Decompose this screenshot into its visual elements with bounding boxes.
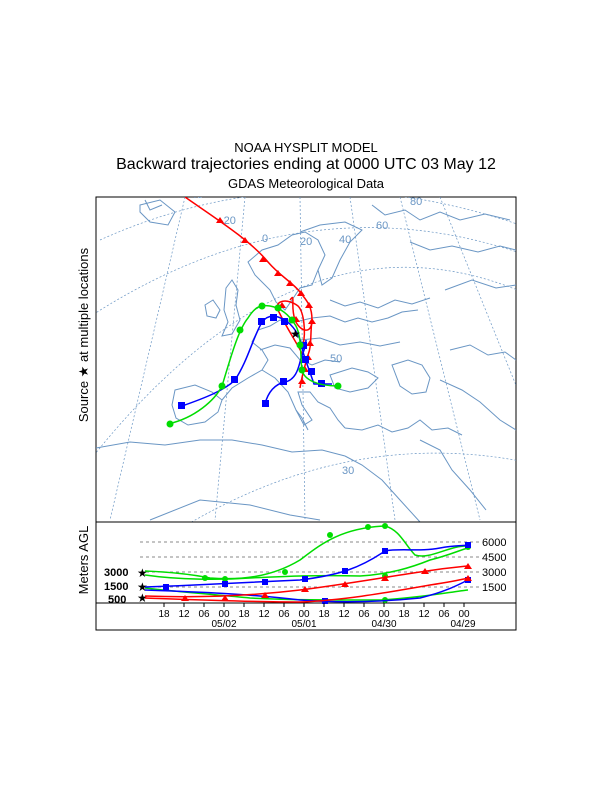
hour-tick-label: 06	[438, 609, 450, 620]
green-circle-marker	[166, 420, 174, 428]
green-circle-marker	[334, 382, 342, 390]
red-triangle-marker	[274, 270, 282, 276]
start-star-500: ★	[137, 591, 148, 605]
date-label-0430: 04/30	[371, 619, 396, 630]
lon-label-60: 60	[376, 220, 388, 232]
blue-square-marker	[231, 376, 238, 383]
blue-square-marker	[281, 318, 288, 325]
source-caption: Source ★ at multiple locations	[76, 247, 91, 422]
profile-green-markers	[202, 523, 471, 603]
lon-label-minus40: -40	[187, 189, 203, 201]
lon-label-40: 40	[339, 234, 351, 246]
hour-tick-label: 06	[198, 609, 210, 620]
source-star: ★	[290, 327, 301, 341]
left-level-1500: 1500	[104, 581, 128, 593]
hour-tick-label: 00	[458, 609, 470, 620]
start-star-1500: ★	[137, 580, 148, 594]
red-triangle-marker	[298, 378, 306, 384]
red-triangle-marker	[241, 237, 249, 243]
lon-label-0: 0	[262, 233, 268, 245]
right-level-4500: 4500	[482, 552, 506, 564]
lon-label-80: 80	[410, 196, 422, 208]
hour-tick-label: 12	[258, 609, 270, 620]
profile-ylabel: Meters AGL	[76, 526, 91, 595]
hour-tick-label: 06	[278, 609, 290, 620]
red-triangle-marker	[216, 217, 224, 223]
hour-tick-label: 00	[378, 609, 390, 620]
date-label-0429: 04/29	[450, 619, 475, 630]
hour-tick-label: 12	[418, 609, 430, 620]
blue-square-marker	[300, 342, 307, 349]
data-source-title: GDAS Meteorological Data	[227, 176, 385, 191]
hour-tick-label: 18	[318, 609, 330, 620]
model-title: NOAA HYSPLIT MODEL	[234, 140, 378, 155]
green-circle-marker	[298, 366, 306, 374]
hour-tick-label: 12	[338, 609, 350, 620]
hour-tick-labels: 18 12 06 00 18 12 06 00 18 12 06 00 18 12 06 00	[158, 603, 470, 620]
blue-square-marker	[262, 400, 269, 407]
blue-square-marker	[270, 314, 277, 321]
coastlines	[96, 199, 516, 522]
hour-tick-label: 06	[358, 609, 370, 620]
red-triangle-marker	[259, 256, 267, 262]
hour-tick-label: 00	[298, 609, 310, 620]
start-star-3000: ★	[137, 566, 148, 580]
profile-red	[144, 565, 469, 603]
chart-title: Backward trajectories ending at 0000 UTC…	[116, 156, 496, 173]
trajectory-green	[166, 302, 342, 428]
hour-tick-label: 18	[158, 609, 170, 620]
green-circle-marker	[236, 326, 244, 334]
hour-tick-label: 12	[178, 609, 190, 620]
right-level-6000: 6000	[482, 537, 506, 549]
red-triangle-marker	[308, 318, 316, 324]
blue-square-marker	[178, 402, 185, 409]
blue-square-marker	[308, 368, 315, 375]
green-circle-marker	[288, 316, 296, 324]
red-triangle-marker	[286, 280, 294, 286]
date-label-0501: 05/01	[291, 619, 316, 630]
blue-square-marker	[280, 378, 287, 385]
hour-tick-label: 18	[398, 609, 410, 620]
blue-square-marker	[318, 380, 325, 387]
lat-label-50: 50	[330, 353, 342, 365]
red-triangle-marker	[305, 302, 313, 308]
red-triangle-marker	[306, 340, 314, 346]
blue-square-marker	[258, 318, 265, 325]
green-circle-marker	[218, 382, 226, 390]
date-label-0502: 05/02	[211, 619, 236, 630]
left-level-500: 500	[108, 594, 126, 606]
right-level-3000: 3000	[482, 567, 506, 579]
green-circle-marker	[258, 302, 266, 310]
right-level-1500: 1500	[482, 582, 506, 594]
lon-label-20: 20	[300, 236, 312, 248]
hour-tick-label: 00	[218, 609, 230, 620]
profile-blue	[144, 544, 469, 603]
green-circle-marker	[274, 304, 282, 312]
hour-tick-label: 18	[238, 609, 250, 620]
red-triangle-marker	[297, 290, 305, 296]
lat-label-30: 30	[342, 465, 354, 477]
map-layer: -40 -20 0 20 40 60 80 50 30	[96, 189, 516, 522]
graticule	[96, 197, 516, 522]
blue-square-marker	[302, 356, 309, 363]
trajectory-blue	[178, 314, 332, 409]
profile-red-markers	[181, 563, 472, 601]
left-level-3000: 3000	[104, 567, 128, 579]
green-circle-marker	[296, 341, 304, 349]
